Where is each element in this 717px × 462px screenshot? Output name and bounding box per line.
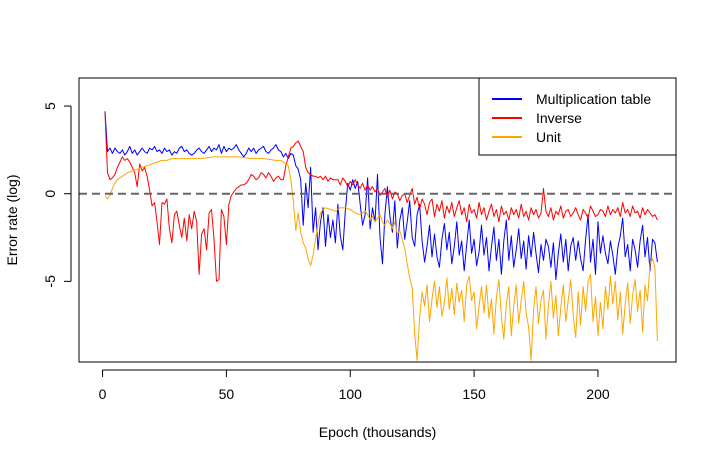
y-tick-label: 0 xyxy=(42,190,58,198)
legend-box xyxy=(478,77,677,156)
x-tick-label: 100 xyxy=(339,386,363,402)
y-tick-label: -5 xyxy=(42,275,58,288)
x-tick-label: 0 xyxy=(99,386,107,402)
y-axis: -5 0 5 xyxy=(42,102,72,288)
legend-label: Multiplication table xyxy=(536,91,651,107)
x-tick-label: 150 xyxy=(462,386,486,402)
legend-label: Inverse xyxy=(536,110,582,126)
y-axis-title: Error rate (log) xyxy=(4,174,20,265)
y-tick-label: 5 xyxy=(42,102,58,110)
x-axis: 0 50 100 150 200 xyxy=(99,369,610,402)
x-tick-label: 50 xyxy=(219,386,235,402)
plot-frame xyxy=(78,77,677,363)
series-line-multiplication-table xyxy=(104,111,658,281)
series-line-unit xyxy=(104,156,658,361)
legend-label: Unit xyxy=(536,129,561,145)
x-tick-label: 200 xyxy=(586,386,610,402)
legend: Multiplication table Inverse Unit xyxy=(478,77,677,156)
x-axis-title: Epoch (thousands) xyxy=(319,424,437,440)
